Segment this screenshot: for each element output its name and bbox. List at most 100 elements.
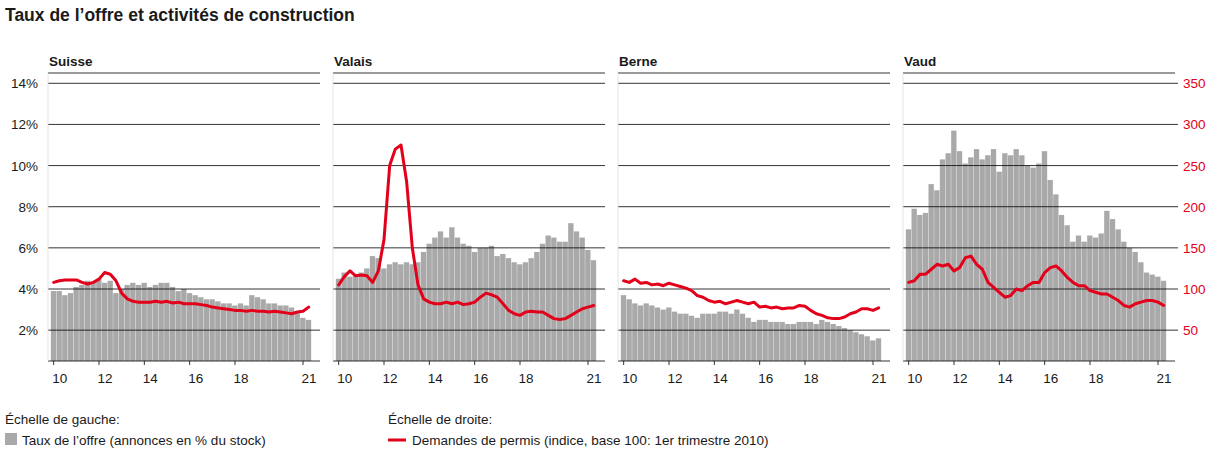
bar	[906, 229, 911, 361]
bar	[917, 215, 922, 361]
bar	[1036, 164, 1041, 361]
grid-line	[618, 206, 890, 207]
bar	[1070, 242, 1075, 361]
bar	[876, 338, 881, 361]
panel-title: Valais	[334, 54, 372, 69]
y2-tick-label: 200	[1183, 200, 1206, 215]
grid-line	[618, 83, 890, 84]
y-tick-label: 8%	[18, 200, 38, 215]
x-tick	[429, 361, 430, 365]
bar	[136, 285, 141, 361]
bar	[563, 242, 568, 361]
bar	[912, 209, 917, 361]
bar	[957, 151, 962, 361]
legend: Échelle de gauche:Taux de l’offre (annon…	[5, 412, 768, 448]
panel: Valais101214161821	[333, 54, 605, 386]
y2-tick-label: 50	[1183, 323, 1198, 338]
bar	[449, 227, 454, 361]
bar	[393, 262, 398, 361]
bar	[551, 238, 556, 361]
bar	[215, 301, 220, 361]
bar	[683, 314, 688, 361]
x-tick-label: 12	[382, 371, 397, 386]
x-tick-label: 12	[667, 371, 682, 386]
x-tick	[144, 361, 145, 365]
bar	[695, 318, 700, 361]
grid-line	[903, 124, 1175, 125]
bar	[478, 248, 483, 361]
bar	[159, 283, 164, 361]
bar	[359, 273, 364, 361]
bar	[853, 332, 858, 361]
panel: Vaud10121416182150100150200250300350	[903, 54, 1206, 386]
bar	[655, 308, 660, 361]
data-group	[621, 295, 881, 361]
bar	[1042, 151, 1047, 361]
bar	[638, 305, 643, 361]
bar	[1099, 233, 1104, 361]
frame-left	[333, 73, 334, 361]
line-group	[624, 279, 879, 318]
bar	[1065, 225, 1070, 361]
bar	[751, 322, 756, 361]
y2-tick	[1175, 289, 1178, 290]
x-tick-label: 18	[803, 371, 818, 386]
y2-tick-label: 150	[1183, 241, 1206, 256]
x-tick	[999, 361, 1000, 365]
x-axis	[903, 361, 1175, 362]
grid	[333, 83, 605, 330]
bar	[859, 334, 864, 361]
bar	[825, 322, 830, 361]
grid	[48, 83, 320, 330]
bar	[51, 291, 56, 361]
bar	[91, 283, 96, 361]
bar	[1138, 262, 1143, 361]
bar	[768, 322, 773, 361]
bar	[102, 283, 107, 361]
bar	[387, 264, 392, 361]
legend-swatch	[388, 439, 406, 442]
line	[339, 145, 594, 319]
x-tick-label: 18	[518, 371, 533, 386]
x-tick	[338, 361, 339, 365]
bar	[130, 283, 135, 361]
y2-tick	[1175, 83, 1178, 84]
x-tick	[1090, 361, 1091, 365]
bar	[666, 308, 671, 361]
x-tick-label: 16	[188, 371, 203, 386]
grid-line	[48, 247, 320, 248]
bar	[591, 260, 596, 361]
bar	[489, 246, 494, 361]
frame-top	[903, 73, 1175, 74]
bar	[381, 268, 386, 361]
bar	[289, 308, 294, 361]
y2-tick-label: 350	[1183, 76, 1206, 91]
bar	[980, 159, 985, 361]
x-tick-label: 18	[233, 371, 248, 386]
grid-line	[333, 83, 605, 84]
x-tick	[805, 361, 806, 365]
line	[54, 273, 309, 314]
bar	[740, 314, 745, 361]
x-tick	[474, 361, 475, 365]
bar	[181, 289, 186, 361]
bar	[546, 236, 551, 361]
x-tick	[384, 361, 385, 365]
x-axis	[333, 361, 605, 362]
data-group	[336, 223, 596, 361]
x-tick	[908, 361, 909, 365]
bar	[819, 320, 824, 361]
y2-tick	[1175, 206, 1178, 207]
bar	[74, 287, 79, 361]
x-tick	[954, 361, 955, 365]
panel-title: Berne	[619, 54, 658, 69]
x-tick	[53, 361, 54, 365]
bar	[706, 314, 711, 361]
bar	[1082, 242, 1087, 361]
frame-left	[903, 73, 904, 361]
frame-left	[48, 73, 49, 361]
bar	[712, 314, 717, 361]
line-group	[339, 145, 594, 319]
bar	[791, 324, 796, 361]
grid-line	[618, 165, 890, 166]
